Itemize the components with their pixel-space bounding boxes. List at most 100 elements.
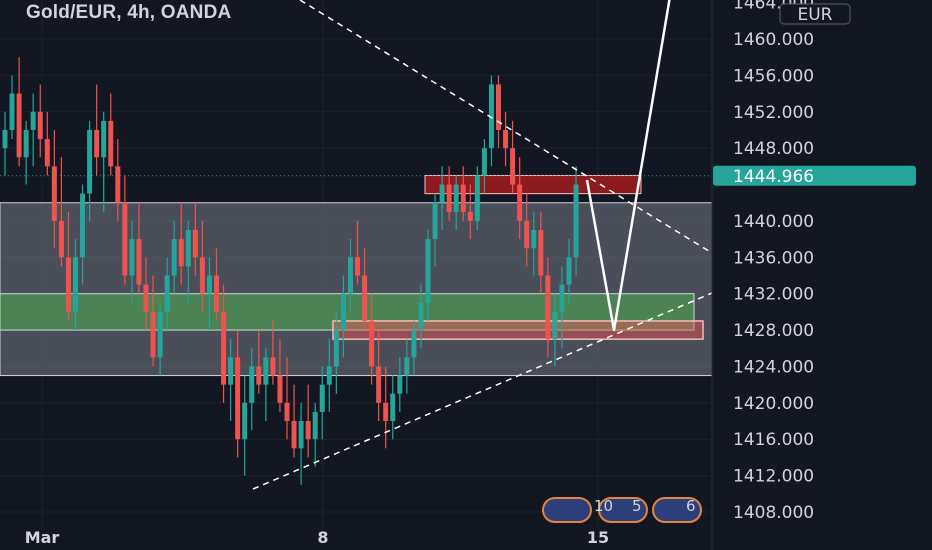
candle-body [9, 93, 15, 130]
candle-body [178, 239, 184, 267]
price-tick-label: 1460.000 [733, 30, 814, 50]
candle-body [80, 193, 86, 258]
candle-body [439, 184, 445, 203]
time-tick-label: 8 [317, 528, 328, 547]
candle-body [185, 230, 191, 267]
candle-body [481, 148, 487, 176]
time-tick-label: 15 [587, 528, 609, 547]
candle-body [256, 366, 262, 385]
candle-body [411, 330, 417, 358]
price-tick-label: 1452.000 [733, 103, 814, 123]
price-tick-label: 1424.000 [733, 357, 814, 377]
candle-body [37, 111, 43, 140]
candle-body [355, 257, 360, 276]
candle-body [16, 93, 22, 158]
candle-body [136, 239, 142, 285]
candle-body [453, 184, 459, 212]
price-axis[interactable]: 1460.000 1456.000 1452.000 1448.000 1440.000… [713, 0, 916, 523]
candle-body [298, 421, 304, 449]
economic-event-flag[interactable] [542, 497, 592, 523]
candle-body [425, 239, 431, 303]
trendlines [0, 0, 713, 490]
price-tick-label: 1432.000 [733, 285, 814, 305]
candle-body [531, 230, 537, 249]
candle-body [496, 84, 501, 130]
candle-body [524, 220, 530, 249]
candle-body [467, 211, 473, 221]
support-zone [0, 293, 695, 331]
current-price-label: 1444.966 [733, 167, 814, 187]
candle-body [510, 148, 516, 185]
candle-body [214, 275, 219, 312]
candle-body [23, 129, 29, 158]
candle-body [235, 357, 241, 440]
candle-body [94, 129, 100, 158]
demand-zone [332, 320, 704, 340]
currency-box [779, 3, 851, 25]
candle-body [115, 166, 121, 203]
current-price-tag [713, 165, 916, 186]
candle-body [383, 402, 389, 422]
candle-body [538, 230, 544, 276]
candle-body [474, 175, 480, 221]
candle-body [362, 275, 368, 321]
candle-body [44, 139, 50, 167]
candle-body [270, 357, 276, 376]
candle-body [2, 129, 8, 149]
candle-body [432, 202, 438, 240]
candle-body [30, 111, 36, 130]
price-tick-label: 1456.000 [733, 66, 814, 86]
candle-body [242, 402, 248, 440]
candle-body [418, 302, 424, 331]
candle-body [192, 230, 198, 258]
economic-event-flag[interactable] [598, 497, 648, 523]
candle-body [58, 220, 64, 258]
candle-body [312, 411, 318, 440]
candle-body [404, 357, 410, 376]
candles [2, 57, 579, 485]
candle-body [347, 257, 353, 294]
candle-body [573, 184, 579, 258]
chart-title: Gold/EUR, 4h, OANDA [26, 2, 232, 23]
candle-body [164, 275, 170, 312]
candle-body [51, 166, 57, 221]
candle-body [228, 357, 234, 385]
candle-body [503, 129, 509, 149]
candle-body [221, 311, 227, 385]
price-tick-label: 1440.000 [733, 212, 814, 232]
price-tick-label: 1448.000 [733, 139, 814, 159]
candle-body [249, 366, 255, 403]
price-tick-label: 1408.000 [733, 503, 814, 523]
price-tick-label: 1428.000 [733, 321, 814, 341]
candle-body [326, 366, 332, 385]
candle-body [376, 366, 382, 403]
event-count: 5 [632, 497, 642, 515]
event-count: 10 [594, 497, 614, 515]
candle-body [369, 320, 375, 367]
candle-body [559, 284, 565, 312]
events-row[interactable]: 10 5 6 [540, 497, 708, 525]
candle-body [87, 129, 93, 194]
candle-body [206, 275, 212, 294]
candle-body [305, 421, 311, 440]
candle-body [333, 330, 339, 367]
candle-body [101, 120, 107, 158]
candle-body [566, 257, 572, 285]
candle-body [199, 257, 205, 294]
economic-event-flag[interactable] [652, 497, 702, 523]
event-count: 6 [686, 497, 696, 515]
candle-body [397, 375, 403, 394]
candle-body [284, 402, 290, 422]
candle-body [65, 257, 71, 312]
candle-body [291, 421, 297, 449]
candle-body [340, 293, 346, 331]
price-tick-label: 1412.000 [733, 467, 814, 487]
time-axis[interactable]: Mar 8 15 [25, 528, 609, 547]
currency-label: EUR [798, 5, 833, 25]
candle-body [122, 202, 128, 276]
candle-body [460, 184, 466, 212]
range-zone [0, 202, 713, 377]
candle-body [108, 120, 114, 167]
candle-body [446, 184, 452, 212]
